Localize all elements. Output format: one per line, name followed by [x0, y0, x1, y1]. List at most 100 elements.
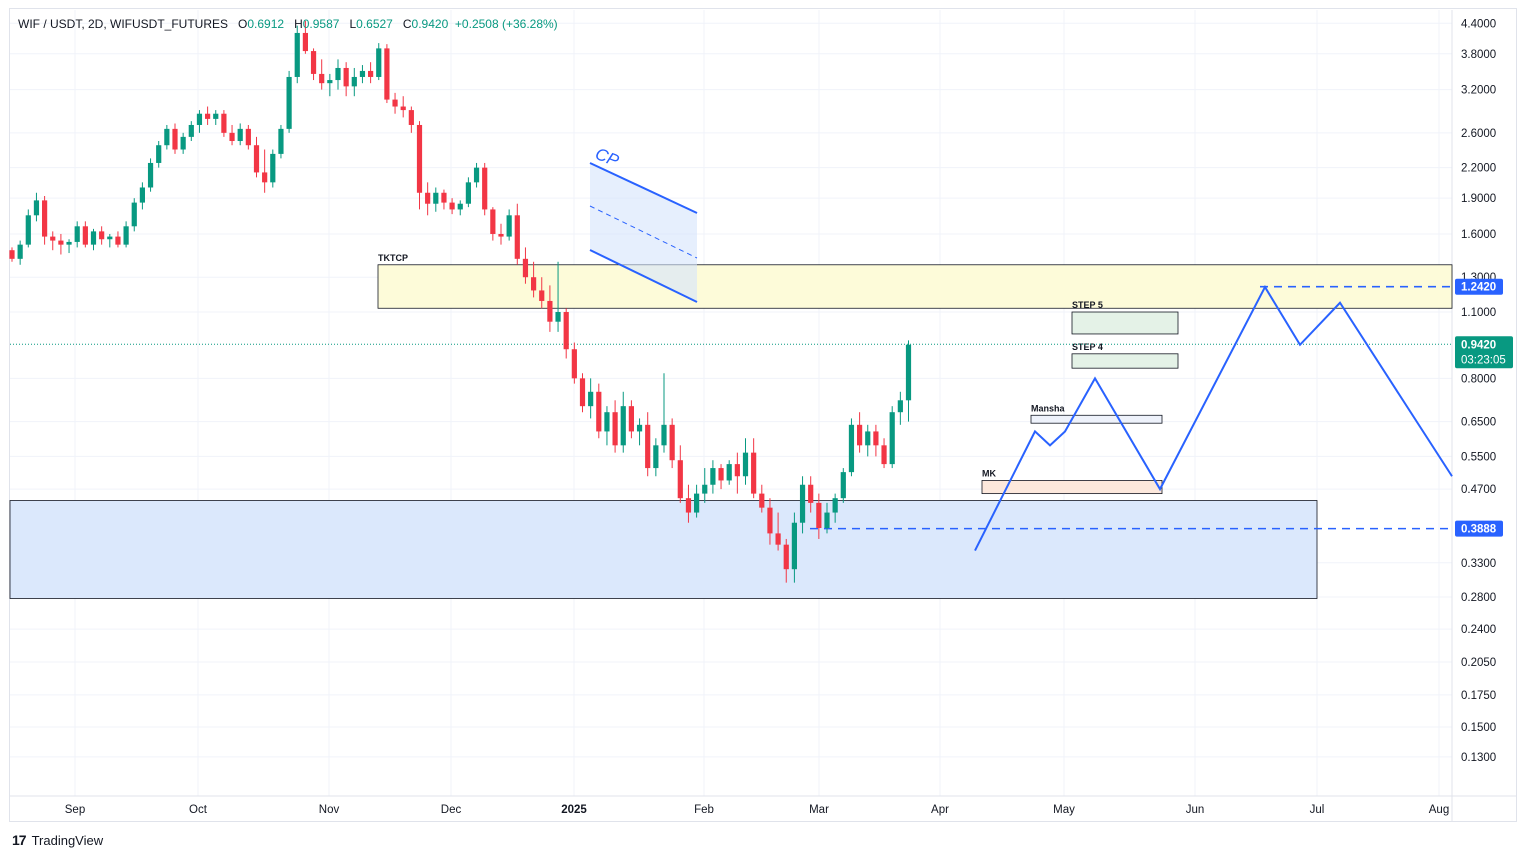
candle-body: [457, 203, 463, 210]
x-tick-label: 2025: [561, 804, 587, 816]
candle-body: [669, 424, 675, 461]
candle-body: [9, 250, 15, 259]
candle-body: [164, 128, 170, 146]
candle-body: [50, 236, 56, 241]
candle-body: [270, 153, 276, 183]
open-value: 0.6912: [247, 17, 285, 31]
y-tick-label: 2.6000: [1461, 128, 1496, 140]
candle-body: [702, 484, 708, 494]
candle-body: [547, 300, 553, 322]
candle-body: [449, 202, 455, 210]
candle-body: [710, 468, 716, 485]
candle-body: [816, 502, 822, 528]
zone-label: Mansha: [1031, 403, 1066, 413]
x-tick-label: Dec: [441, 804, 462, 816]
tradingview-logo-icon[interactable]: 17: [12, 832, 27, 848]
candle-body: [310, 51, 317, 74]
price-label-countdown: 03:23:05: [1461, 354, 1506, 366]
y-tick-label: 0.2400: [1461, 624, 1496, 636]
y-tick-label: 0.6500: [1461, 417, 1496, 429]
candle-body: [131, 202, 137, 227]
candle-body: [767, 507, 773, 534]
symbol-name[interactable]: WIF / USDT, 2D, WIFUSDT_FUTURES: [18, 17, 228, 31]
candle-body: [726, 464, 732, 481]
candle-body: [262, 172, 268, 183]
candle-body: [147, 162, 154, 188]
y-tick-label: 0.2800: [1461, 592, 1496, 604]
candle-body: [848, 424, 855, 473]
candle-body: [514, 215, 520, 259]
candle-body: [881, 445, 887, 465]
candle-body: [734, 464, 740, 477]
y-tick-label: 1.1000: [1461, 307, 1496, 319]
channel-upper-line: [589, 162, 698, 214]
candle-body: [857, 424, 863, 446]
candle-body: [840, 472, 846, 499]
price-label-badge: [1455, 520, 1503, 537]
x-tick-label: Jun: [1186, 804, 1205, 816]
price-label-value: 1.2420: [1461, 282, 1496, 294]
high-label: H: [294, 17, 303, 31]
candle-body: [139, 187, 145, 203]
candle-body: [694, 493, 700, 513]
candle-body: [465, 182, 471, 204]
candle-body: [742, 452, 749, 477]
zone-label: TKTCP: [378, 253, 408, 263]
open-label: O: [238, 17, 248, 31]
candle-body: [123, 226, 129, 245]
candle-body: [905, 344, 912, 401]
zone-label: STEP 4: [1072, 342, 1103, 352]
candle-body: [473, 167, 480, 183]
candle-body: [229, 132, 235, 142]
x-tick-label: Oct: [189, 804, 208, 816]
y-tick-label: 0.1500: [1461, 722, 1496, 734]
candle-body: [628, 406, 634, 432]
y-tick-label: 1.9000: [1461, 193, 1496, 205]
candle-body: [156, 145, 162, 163]
candle-body: [832, 498, 838, 513]
candle-body: [416, 124, 423, 193]
chart-frame[interactable]: [9, 8, 1517, 822]
candle-body: [33, 200, 40, 216]
candle-body: [718, 468, 724, 481]
candle-body: [799, 484, 806, 523]
candle-body: [824, 512, 830, 528]
candle-body: [889, 412, 895, 465]
candle-body: [661, 424, 667, 446]
x-tick-label: Mar: [809, 804, 829, 816]
candle-body: [245, 128, 251, 146]
candle-body: [425, 192, 431, 204]
candle-body: [563, 312, 569, 350]
channel-lower-line: [589, 249, 698, 303]
candle-body: [783, 544, 789, 570]
price-label-value: 0.9420: [1461, 339, 1496, 351]
brand-label[interactable]: TradingView: [31, 832, 104, 848]
symbol-header: WIF / USDT, 2D, WIFUSDT_FUTURES O0.6912 …: [18, 17, 558, 31]
candle-body: [351, 76, 357, 87]
channel-fill: [590, 163, 697, 302]
candle-body: [74, 226, 80, 242]
candle-body: [205, 113, 211, 119]
footer: 17 TradingView: [12, 832, 103, 848]
x-tick-label: May: [1053, 804, 1075, 816]
candle-body: [221, 113, 227, 133]
candle-body: [531, 277, 537, 291]
candle-body: [180, 136, 186, 150]
candle-body: [99, 231, 105, 240]
y-tick-label: 1.6000: [1461, 229, 1496, 241]
y-tick-label: 0.1300: [1461, 752, 1496, 764]
y-tick-label: 0.8000: [1461, 373, 1496, 385]
candle-body: [579, 378, 586, 407]
zone-box: [1071, 311, 1179, 335]
candle-body: [359, 70, 366, 77]
candle-body: [865, 431, 871, 446]
y-tick-label: 2.2000: [1461, 163, 1496, 175]
zone-label: STEP 5: [1072, 300, 1103, 310]
candle-body: [58, 240, 64, 245]
candle-body: [172, 128, 178, 150]
y-tick-label: 0.4700: [1461, 484, 1496, 496]
candle-body: [645, 424, 651, 469]
candle-body: [775, 533, 781, 545]
zone-label: MK: [982, 468, 996, 478]
